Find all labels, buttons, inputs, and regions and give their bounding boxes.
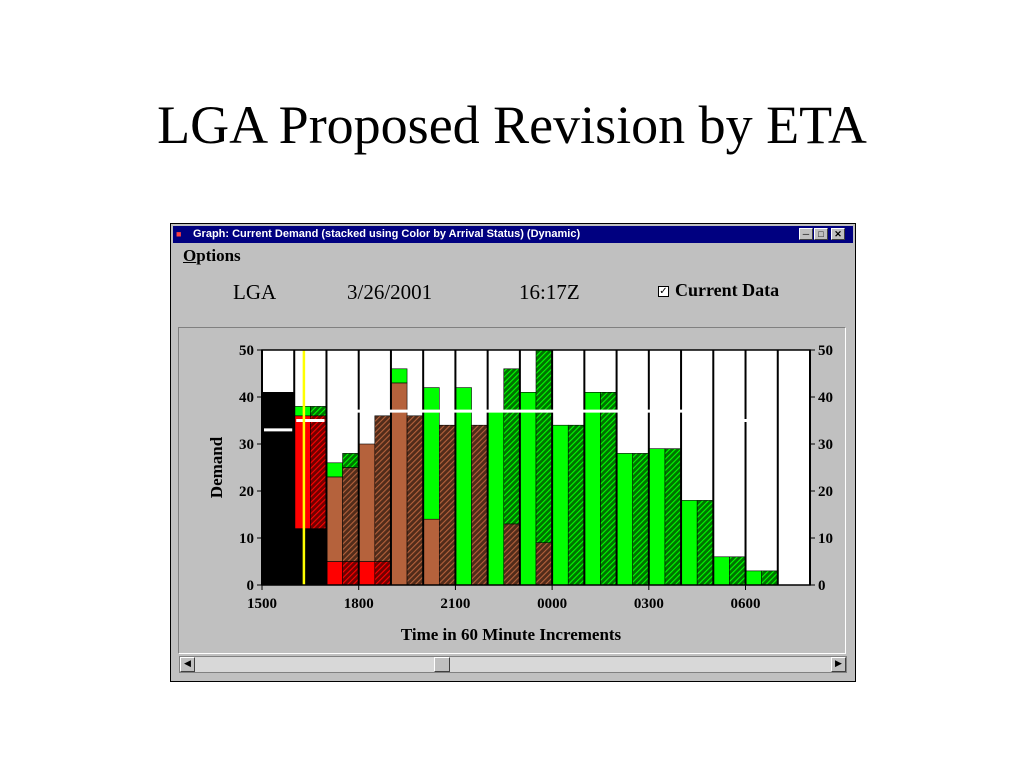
bar-hatch-1800-brown xyxy=(374,415,391,562)
bar-0500-solid-green xyxy=(712,556,730,586)
menu-options-label: ptions xyxy=(196,246,241,265)
y-tick-label-right: 40 xyxy=(818,390,833,406)
bar-1700-solid-red xyxy=(326,561,343,586)
current-data-label: Current Data xyxy=(675,280,780,300)
slide-title: LGA Proposed Revision by ETA xyxy=(157,95,867,155)
menu-options-accelerator: O xyxy=(183,246,197,265)
x-tick-label: 0300 xyxy=(634,596,664,612)
bar-1700-solid-brown xyxy=(326,476,343,562)
maximize-icon[interactable]: □ xyxy=(814,228,828,240)
bar-2000-solid-brown xyxy=(422,518,440,586)
x-tick-label: 1500 xyxy=(247,596,277,612)
bar-hatch-2200-green xyxy=(503,368,520,524)
y-tick-label-left: 0 xyxy=(247,578,255,594)
bar-0000-solid-green xyxy=(551,424,569,586)
bar-hatch-1800-red xyxy=(374,561,391,585)
bar-hatch-1600-black xyxy=(310,528,327,585)
bar-2000-solid-green xyxy=(422,387,440,520)
bar-hatch-1900-brown xyxy=(407,415,424,585)
bar-hatch-0600-green xyxy=(761,570,778,585)
scroll-thumb[interactable] xyxy=(434,657,450,672)
bar-1700-solid-green xyxy=(326,462,343,478)
bar-hatch-0200-green xyxy=(632,453,649,585)
bar-hatch-0500-green xyxy=(729,556,746,585)
y-tick-label-right: 20 xyxy=(818,484,833,500)
bar-hatch-1600-green xyxy=(310,406,327,416)
y-tick-label-right: 0 xyxy=(818,578,826,594)
bar-0100-solid-green xyxy=(584,392,601,586)
bar-hatch-2000-brown xyxy=(439,425,456,585)
bar-0300-solid-green xyxy=(648,448,666,586)
chart-panel: 0 0 10 10 20 20 30 30 40 40 50 50 1500 1800 2100 0000 03… xyxy=(178,327,846,654)
bar-hatch-1700-red xyxy=(342,561,359,585)
window-titlebar[interactable]: ■ Graph: Current Demand (stacked using C… xyxy=(173,226,853,243)
horizontal-scrollbar[interactable]: ◀ ▶ xyxy=(179,656,847,673)
scroll-left-icon[interactable]: ◀ xyxy=(180,657,195,672)
bar-0600-solid-green xyxy=(745,570,762,586)
menu-options[interactable]: Options xyxy=(183,246,241,266)
bar-1600-solid-red xyxy=(293,415,311,529)
current-data-checkbox[interactable]: ✓ xyxy=(658,286,669,297)
y-tick-label-left: 40 xyxy=(239,390,254,406)
bar-hatch-2300-green xyxy=(536,350,553,543)
y-tick-label-right: 10 xyxy=(818,531,833,547)
date-label: 3/26/2001 xyxy=(347,280,433,304)
bar-hatch-1700-brown xyxy=(342,467,359,562)
y-tick-label-left: 20 xyxy=(239,484,254,500)
bar-1500-solid-black xyxy=(261,392,279,586)
y-tick-label-left: 50 xyxy=(239,343,254,359)
x-axis-label: Time in 60 Minute Increments xyxy=(401,625,622,644)
bar-1800-solid-brown xyxy=(358,443,376,562)
x-tick-label: 2100 xyxy=(440,596,470,612)
bar-hatch-1700-green xyxy=(342,453,359,468)
y-axis-label: Demand xyxy=(207,436,226,498)
airport-label: LGA xyxy=(233,280,277,304)
bar-1900-solid-brown xyxy=(390,382,408,586)
demand-chart: 0 0 10 10 20 20 30 30 40 40 50 50 1500 1800 2100 0000 03… xyxy=(207,343,833,644)
graph-window: ■ Graph: Current Demand (stacked using C… xyxy=(170,223,856,682)
y-tick-label-left: 30 xyxy=(239,437,254,453)
bar-0400-solid-green xyxy=(680,500,698,586)
bar-hatch-0300-green xyxy=(664,448,682,585)
close-icon[interactable]: ✕ xyxy=(831,228,845,240)
y-tick-label-right: 30 xyxy=(818,437,833,453)
bar-2200-solid-green xyxy=(487,410,505,586)
time-label: 16:17Z xyxy=(519,280,580,304)
bar-hatch-0000-green xyxy=(568,425,585,585)
minimize-icon[interactable]: ─ xyxy=(799,228,813,240)
x-tick-label: 0000 xyxy=(537,596,567,612)
bar-hatch-1600-red xyxy=(310,415,327,529)
bar-hatch-2300-brown xyxy=(536,542,553,585)
bar-hatch-1500-black xyxy=(278,392,295,585)
bar-hatch-2100-brown xyxy=(471,425,488,585)
bar-0200-solid-green xyxy=(616,453,634,586)
bar-2300-solid-green xyxy=(519,392,537,586)
bar-hatch-0100-green xyxy=(600,392,617,585)
bar-hatch-2200-brown xyxy=(503,523,520,585)
bar-2100-solid-green xyxy=(455,387,472,586)
bar-1900-solid-green xyxy=(390,368,408,384)
bar-1600-solid-black xyxy=(293,528,311,586)
y-tick-label-right: 50 xyxy=(818,343,833,359)
bar-1600-solid-green xyxy=(293,406,311,417)
plot-frame xyxy=(261,349,811,586)
x-tick-label: 0600 xyxy=(731,596,761,612)
app-icon: ■ xyxy=(176,229,182,239)
x-tick-label: 1800 xyxy=(344,596,374,612)
y-tick-label-left: 10 xyxy=(239,531,254,547)
scroll-right-icon[interactable]: ▶ xyxy=(831,657,846,672)
window-title: Graph: Current Demand (stacked using Col… xyxy=(193,228,581,240)
bar-hatch-0400-green xyxy=(697,500,714,585)
bar-1800-solid-red xyxy=(358,561,376,586)
